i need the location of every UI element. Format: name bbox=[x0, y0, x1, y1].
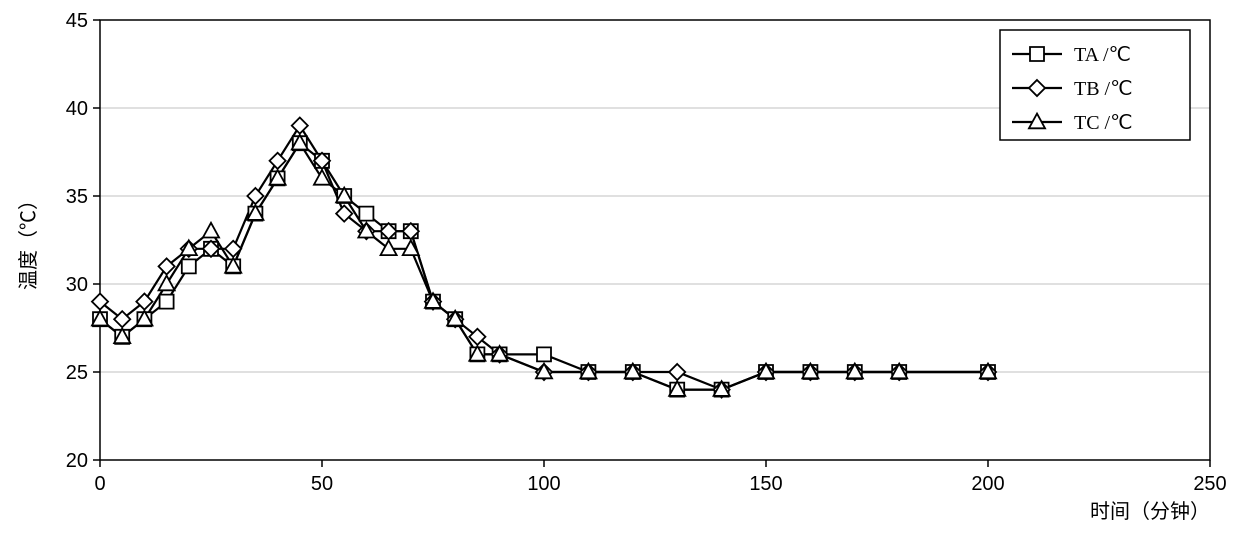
series-marker bbox=[270, 153, 286, 169]
series-marker bbox=[359, 207, 373, 221]
x-axis-label: 时间（分钟） bbox=[1090, 500, 1210, 523]
series-marker bbox=[292, 118, 308, 134]
x-tick-label: 250 bbox=[1193, 473, 1226, 495]
line-chart: 0 50 100 150 200 250 20 25 30 35 40 45 温度（℃） 时间（分钟） TA… bbox=[0, 0, 1240, 552]
legend-label: TA /℃ bbox=[1074, 44, 1131, 66]
y-tick-label: 45 bbox=[66, 10, 88, 32]
x-tick-label: 0 bbox=[94, 473, 105, 495]
y-axis-label: 温度（℃） bbox=[17, 190, 40, 290]
x-tick-label: 200 bbox=[971, 473, 1004, 495]
series-marker bbox=[537, 347, 551, 361]
series-marker bbox=[669, 364, 685, 380]
chart-container: 0 50 100 150 200 250 20 25 30 35 40 45 温度（℃） 时间（分钟） TA… bbox=[0, 0, 1240, 552]
series-marker bbox=[247, 188, 263, 204]
y-tick-label: 35 bbox=[66, 186, 88, 208]
y-tick-label: 20 bbox=[66, 450, 88, 472]
legend-label: TB /℃ bbox=[1074, 78, 1133, 100]
series-marker bbox=[182, 259, 196, 273]
legend-label: TC /℃ bbox=[1074, 112, 1133, 134]
y-tick-label: 40 bbox=[66, 98, 88, 120]
series-marker bbox=[160, 295, 174, 309]
legend-marker bbox=[1030, 47, 1044, 61]
x-tick-label: 100 bbox=[527, 473, 560, 495]
y-tick-label: 25 bbox=[66, 362, 88, 384]
x-tick-label: 150 bbox=[749, 473, 782, 495]
series-marker bbox=[159, 276, 175, 291]
x-tick-label: 50 bbox=[311, 473, 333, 495]
y-tick-label: 30 bbox=[66, 274, 88, 296]
series-marker bbox=[203, 223, 219, 238]
